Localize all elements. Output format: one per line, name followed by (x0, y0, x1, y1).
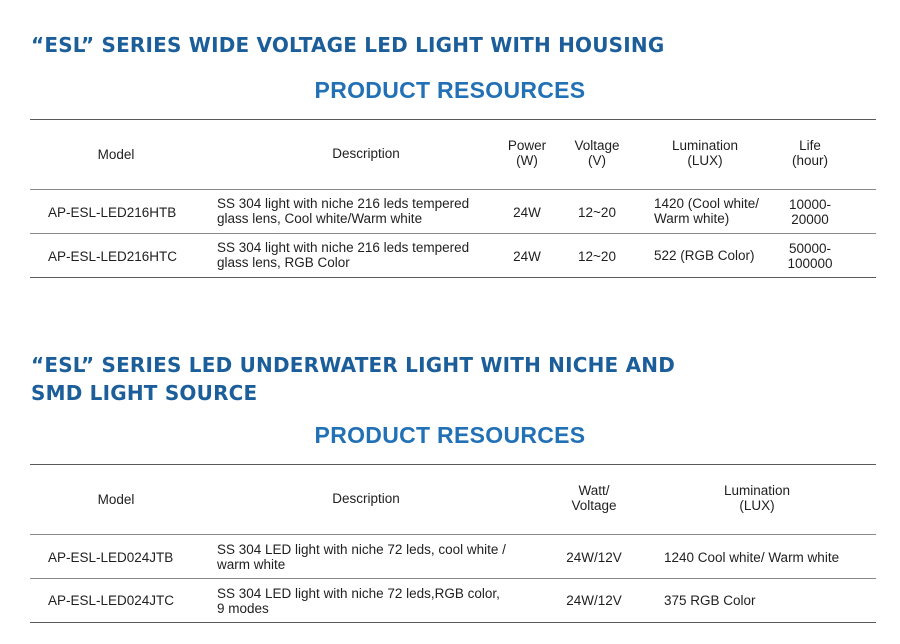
row-power: 24W (513, 249, 541, 264)
row-description-line2: warm white (217, 557, 286, 572)
row-life: 50000- 100000 (778, 241, 842, 271)
table-top-rule (30, 464, 876, 465)
section-title-line1: “ESL” SERIES LED UNDERWATER LIGHT WITH N… (31, 353, 676, 377)
row-model: AP-ESL-LED216HTB (48, 205, 177, 220)
row-description-line1: SS 304 light with niche 216 leds tempere… (217, 240, 470, 255)
row-model: AP-ESL-LED216HTC (48, 249, 178, 264)
header-watt-line2: Voltage (571, 498, 617, 513)
row-description-line1: SS 304 LED light with niche 72 leds,RGB … (217, 586, 500, 601)
header-voltage-line1: Voltage (574, 138, 620, 153)
header-watt-line1: Watt/ (578, 483, 610, 498)
row-description-line2: 9 modes (217, 601, 269, 616)
row-description: SS 304 light with niche 216 leds tempere… (217, 240, 469, 270)
header-lumination: Lumination (LUX) (650, 138, 760, 168)
header-description: Description (332, 491, 400, 506)
header-lumination-line2: (LUX) (687, 153, 723, 168)
row-life: 10000- 20000 (778, 197, 842, 227)
row-voltage: 12~20 (578, 205, 616, 220)
product-resources-heading: PRODUCT RESOURCES (314, 422, 586, 448)
header-power-line2: (W) (516, 153, 538, 168)
table-bottom-rule (30, 622, 876, 623)
header-rule (30, 189, 876, 190)
row-watt-voltage: 24W/12V (566, 550, 622, 565)
table-top-rule (30, 119, 876, 120)
header-lumination-line2: (LUX) (739, 498, 775, 513)
row-description-line1: SS 304 LED light with niche 72 leds, coo… (217, 542, 506, 557)
row-description-line1: SS 304 light with niche 216 leds tempere… (217, 196, 470, 211)
row-description: SS 304 LED light with niche 72 leds, coo… (217, 542, 506, 572)
row-lumination: 375 RGB Color (664, 593, 756, 608)
row-life-line1: 50000- (788, 241, 832, 256)
row-rule (30, 233, 876, 234)
header-voltage: Voltage (V) (562, 138, 632, 168)
header-watt-voltage: Watt/ Voltage (556, 483, 632, 513)
header-description: Description (332, 146, 400, 161)
row-lumination: 522 (RGB Color) (654, 248, 755, 263)
row-description: SS 304 LED light with niche 72 leds,RGB … (217, 586, 500, 616)
header-rule (30, 534, 876, 535)
row-rule (30, 578, 876, 579)
section-title-line2: SMD LIGHT SOURCE (31, 381, 258, 405)
header-model: Model (97, 147, 135, 162)
header-life-line2: (hour) (791, 153, 828, 168)
header-voltage-line2: (V) (588, 153, 606, 168)
product-resources-heading: PRODUCT RESOURCES (314, 77, 586, 103)
row-description-line2: glass lens, RGB Color (217, 255, 350, 270)
row-life-line1: 10000- (788, 197, 832, 212)
header-model: Model (97, 492, 135, 507)
section-title-underwater: “ESL” SERIES LED UNDERWATER LIGHT WITH N… (31, 351, 675, 407)
row-lumination: 1420 (Cool white/ Warm white) (654, 196, 759, 226)
row-life-line2: 100000 (787, 256, 833, 271)
table-bottom-rule (30, 277, 876, 278)
header-life: Life (hour) (774, 138, 846, 168)
section-title-wide-voltage: “ESL” SERIES WIDE VOLTAGE LED LIGHT WITH… (31, 33, 665, 57)
row-description-line2: glass lens, Cool white/Warm white (217, 211, 423, 226)
row-lumination-line2: Warm white) (654, 211, 730, 226)
row-lumination: 1240 Cool white/ Warm white (664, 550, 840, 565)
header-power: Power (W) (496, 138, 558, 168)
row-model: AP-ESL-LED024JTB (48, 550, 174, 565)
row-description: SS 304 light with niche 216 leds tempere… (217, 196, 469, 226)
header-power-line1: Power (507, 138, 547, 153)
row-lumination-line1: 1420 (Cool white/ (654, 196, 760, 211)
row-model: AP-ESL-LED024JTC (48, 593, 175, 608)
header-lumination-line1: Lumination (723, 483, 791, 498)
header-lumination: Lumination (LUX) (700, 483, 814, 513)
header-life-line1: Life (799, 138, 821, 153)
row-life-line2: 20000 (791, 212, 829, 227)
row-power: 24W (513, 205, 541, 220)
row-watt-voltage: 24W/12V (566, 593, 622, 608)
header-lumination-line1: Lumination (671, 138, 739, 153)
row-voltage: 12~20 (578, 249, 616, 264)
